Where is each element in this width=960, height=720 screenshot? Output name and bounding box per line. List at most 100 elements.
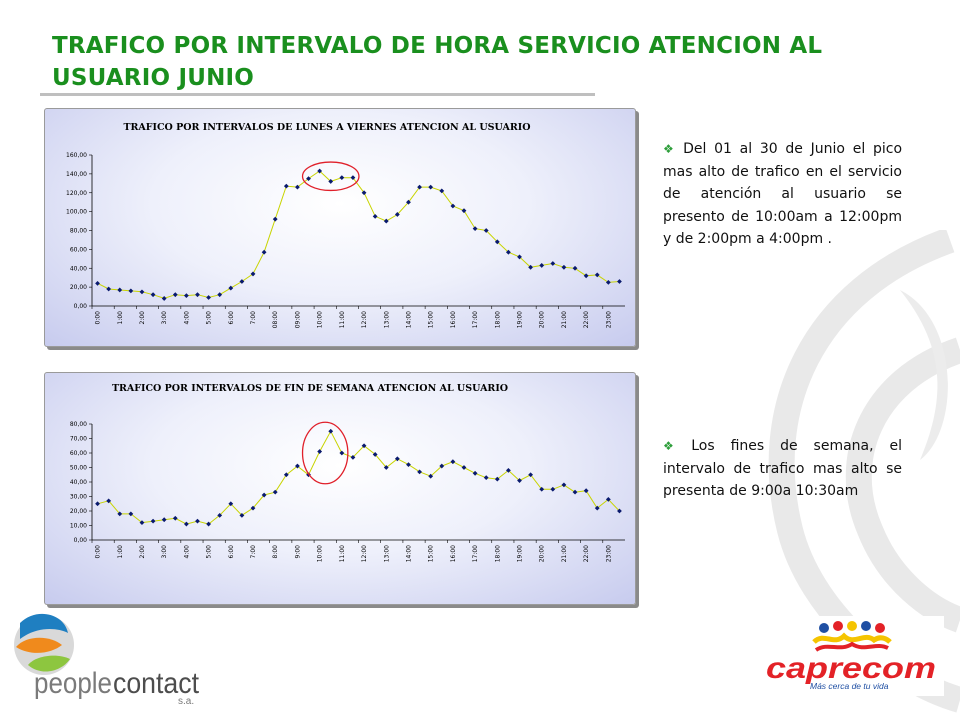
weekday-data-point — [483, 228, 489, 233]
weekday-x-tick-label: 0:00 — [95, 311, 102, 325]
weekend-data-point — [317, 449, 323, 454]
weekend-data-point — [528, 472, 534, 478]
weekday-traffic-chart-plot: TRAFICO POR INTERVALOS DE LUNES A VIERNE… — [66, 122, 625, 328]
weekend-y-tick-label: 60,00 — [70, 450, 87, 457]
weekend-data-point — [206, 521, 211, 527]
weekend-data-point — [550, 486, 556, 492]
weekend-y-tick-label: 20,00 — [70, 508, 87, 515]
weekend-data-point — [350, 454, 356, 460]
title-underline — [40, 93, 595, 96]
weekday-y-tick-label: 60,00 — [70, 246, 87, 253]
weekday-data-point — [417, 184, 422, 190]
weekday-data-point — [250, 271, 256, 277]
weekend-data-point — [272, 489, 278, 495]
weekday-data-point — [206, 295, 211, 300]
weekday-y-tick-label: 20,00 — [70, 284, 87, 291]
weekday-y-tick-label: 80,00 — [70, 228, 87, 235]
weekday-x-tick-label: 4:00 — [183, 311, 190, 325]
weekend-y-tick-label: 80,00 — [70, 421, 87, 428]
weekday-x-tick-label: 23:00 — [605, 311, 612, 328]
weekday-data-point — [350, 175, 356, 181]
weekend-data-point — [339, 450, 345, 456]
weekday-x-tick-label: 1:00 — [117, 311, 124, 325]
weekday-x-tick-label: 17:00 — [472, 311, 479, 328]
weekday-data-point — [317, 168, 323, 174]
weekday-data-point — [306, 176, 311, 181]
weekday-data-point — [594, 272, 600, 278]
weekend-peak-highlight-circle — [301, 421, 349, 485]
weekend-series-line — [97, 430, 620, 525]
weekday-data-point — [472, 226, 478, 232]
weekend-data-point — [95, 501, 100, 507]
peoplecontact-logo: people contact s.a. — [14, 613, 200, 705]
weekday-data-point — [394, 212, 400, 217]
weekend-data-point — [417, 469, 422, 475]
weekday-data-point — [283, 183, 289, 189]
weekend-data-point — [117, 511, 123, 517]
weekday-peak-highlight-circle — [301, 161, 360, 192]
weekend-x-tick-label: 3:00 — [161, 545, 168, 559]
weekday-data-point — [328, 179, 334, 184]
weekday-data-point — [372, 213, 378, 219]
slide-title: TRAFICO POR INTERVALO DE HORA SERVICIO A… — [52, 33, 823, 91]
weekend-x-tick-label: 17:00 — [472, 545, 479, 562]
weekend-data-point — [372, 452, 378, 457]
weekend-y-tick-label: 70,00 — [70, 436, 87, 443]
weekend-peak-note: ❖ Los fines de semana, el intervalo de tr… — [663, 435, 902, 503]
weekday-data-point — [117, 287, 123, 293]
weekend-data-point — [261, 492, 267, 498]
weekend-x-tick-label: 0:00 — [95, 545, 102, 559]
weekend-data-point — [428, 473, 434, 479]
weekday-traffic-chart: TRAFICO POR INTERVALOS DE LUNES A VIERNE… — [44, 108, 636, 347]
weekday-x-tick-label: 14:00 — [405, 311, 412, 328]
weekend-data-point — [161, 517, 167, 523]
weekend-data-point — [195, 518, 200, 524]
weekday-x-tick-label: 16:00 — [450, 311, 457, 328]
peoplecontact-logo-text-contact: contact — [113, 667, 200, 700]
weekday-chart-title: TRAFICO POR INTERVALOS DE LUNES A VIERNE… — [123, 122, 530, 133]
weekend-x-tick-label: 11:00 — [339, 545, 346, 562]
weekend-data-point — [472, 470, 478, 476]
weekend-data-point — [239, 512, 245, 518]
weekday-data-point — [361, 190, 367, 196]
weekday-data-point — [161, 296, 167, 301]
weekend-y-tick-label: 10,00 — [70, 523, 87, 530]
weekend-data-point — [439, 463, 445, 469]
weekday-x-tick-label: 11:00 — [339, 311, 346, 328]
weekend-x-tick-label: 1:00 — [117, 545, 124, 559]
weekend-data-point — [328, 428, 334, 434]
weekend-x-tick-label: 5:00 — [206, 545, 213, 559]
weekend-data-point — [150, 518, 156, 524]
weekday-data-point — [528, 264, 534, 270]
weekend-data-point — [406, 462, 411, 467]
diamond-bullet-icon: ❖ — [663, 142, 678, 156]
weekend-chart-title: TRAFICO POR INTERVALOS DE FIN DE SEMANA … — [112, 383, 508, 394]
weekend-x-tick-label: 6:00 — [228, 545, 235, 559]
weekday-y-tick-label: 120,00 — [66, 190, 87, 197]
weekday-x-tick-label: 2:00 — [139, 311, 146, 325]
weekday-x-tick-label: 5:00 — [206, 311, 213, 325]
weekend-data-point — [183, 521, 189, 527]
weekend-data-point — [572, 489, 578, 495]
weekday-data-point — [517, 254, 522, 260]
weekday-y-tick-label: 0,00 — [74, 303, 88, 310]
weekday-data-point — [106, 286, 112, 292]
weekday-data-point — [217, 292, 223, 298]
weekday-data-point — [561, 264, 567, 270]
weekday-data-point — [150, 292, 156, 298]
caprecom-logo: caprecom Más cerca de tu vida — [758, 616, 944, 696]
weekend-data-point — [605, 497, 611, 502]
weekend-x-tick-label: 9:00 — [294, 545, 301, 559]
weekday-data-point — [272, 216, 278, 222]
peoplecontact-logo-text-sa: s.a. — [178, 696, 194, 705]
weekend-data-point — [617, 508, 622, 514]
weekend-x-tick-label: 10:00 — [317, 545, 324, 562]
weekday-data-point — [428, 184, 434, 190]
weekend-data-point — [494, 476, 500, 482]
weekday-data-point — [228, 285, 234, 291]
weekday-data-point — [506, 249, 511, 255]
weekend-data-point — [561, 482, 567, 488]
weekday-data-point — [617, 279, 622, 284]
weekday-data-point — [439, 188, 445, 194]
weekday-x-tick-label: 09:00 — [294, 311, 301, 328]
